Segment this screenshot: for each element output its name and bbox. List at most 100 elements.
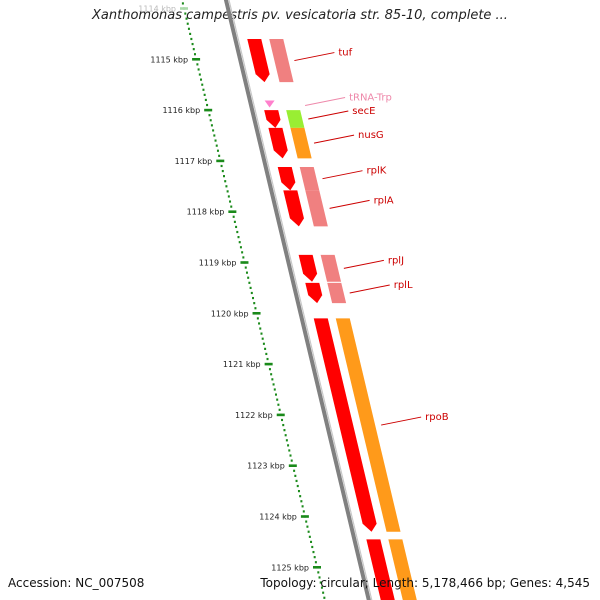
rplJ-gene-cds[interactable] (298, 254, 318, 282)
minor-tick (236, 230, 239, 234)
rplK-gene-sub[interactable] (299, 166, 320, 191)
minor-tick (314, 561, 317, 564)
minor-tick (254, 307, 257, 310)
minor-tick (296, 484, 299, 488)
leader-line (329, 199, 370, 209)
rplL-gene-cds[interactable] (305, 282, 323, 304)
leader-line (294, 52, 335, 62)
rplJ-gene-sub[interactable] (320, 254, 342, 282)
minor-tick (264, 347, 267, 350)
minor-tick (221, 169, 224, 173)
minor-tick (235, 225, 238, 229)
minor-tick (300, 500, 303, 503)
minor-tick (203, 93, 206, 96)
minor-tick (285, 439, 288, 442)
minor-tick (311, 545, 314, 549)
minor-tick (281, 418, 284, 422)
rpoB-gene-sub[interactable] (335, 318, 401, 532)
minor-tick (295, 479, 298, 483)
minor-tick (208, 114, 211, 117)
minor-tick (215, 144, 218, 147)
secE-gene-sub[interactable] (286, 110, 305, 128)
minor-tick (322, 591, 325, 594)
gene-label-rpob[interactable]: rpoB (425, 412, 449, 423)
minor-tick (276, 398, 279, 401)
trna-arrow[interactable] (264, 100, 275, 108)
gene-label-tuf[interactable]: tuf (338, 48, 352, 59)
minor-tick (256, 317, 259, 320)
gene-label-sece[interactable]: secE (352, 106, 375, 117)
backbone-layer (223, 0, 373, 600)
gene-label-rplk[interactable]: rplK (367, 166, 387, 177)
tick-label: 1115 kbp (150, 55, 188, 64)
tick-label: 1118 kbp (187, 208, 225, 217)
minor-tick (192, 48, 195, 51)
minor-tick (317, 571, 320, 574)
minor-tick (227, 195, 230, 198)
tick-label: 1114 kbp (138, 5, 176, 14)
minor-tick (214, 139, 217, 142)
minor-tick (308, 535, 311, 538)
minor-tick (253, 302, 256, 305)
map-title: Xanthomonas campestris pv. vesicatoria s… (92, 8, 508, 23)
nusG-gene-cds[interactable] (268, 127, 288, 159)
rplA-gene-cds[interactable] (283, 190, 304, 227)
major-tick (288, 464, 297, 467)
leader-line (313, 134, 355, 144)
minor-tick (213, 134, 216, 137)
gene-label-rpla[interactable]: rplA (374, 195, 394, 206)
minor-tick (202, 88, 205, 91)
minor-tick (229, 200, 232, 203)
major-tick (300, 515, 309, 518)
minor-tick (242, 256, 245, 259)
secE-gene-cds[interactable] (264, 110, 281, 128)
minor-tick (261, 337, 264, 340)
tuf-gene-cds[interactable] (247, 38, 270, 83)
minor-tick (197, 68, 200, 71)
minor-tick (238, 241, 241, 244)
rplL-gene-sub[interactable] (327, 282, 347, 304)
tick-label: 1119 kbp (199, 259, 237, 268)
unnamed-gene-sub[interactable] (388, 539, 418, 600)
tick-label: 1123 kbp (247, 462, 285, 471)
minor-tick (187, 27, 190, 30)
minor-tick (265, 352, 268, 356)
gene-label-rpll[interactable]: rplL (394, 280, 413, 291)
rpoB-gene-cds[interactable] (313, 318, 377, 532)
rplA-gene-sub[interactable] (305, 190, 328, 227)
unnamed-gene-cds[interactable] (366, 539, 395, 600)
minor-tick (209, 119, 212, 122)
tick-label: 1124 kbp (259, 513, 297, 522)
gene-label-nusg[interactable]: nusG (358, 130, 384, 141)
tuf-gene-sub[interactable] (269, 38, 294, 83)
minor-tick (248, 281, 251, 284)
minor-tick (241, 251, 244, 254)
leader-line (381, 416, 422, 426)
minor-tick (186, 22, 189, 25)
tick-label: 1116 kbp (162, 106, 200, 115)
minor-tick (232, 215, 235, 218)
gene-label-rplj[interactable]: rplJ (388, 255, 404, 266)
minor-tick (319, 581, 322, 584)
minor-tick (237, 236, 240, 239)
minor-tick (301, 505, 304, 508)
rplK-gene-cds[interactable] (277, 166, 296, 191)
feature-label-layer: tuf tRNA-Trp secE nusG rplK rplA rplJ rplL rpoB (294, 48, 449, 426)
nusG-gene-sub[interactable] (290, 127, 312, 159)
minor-tick (305, 520, 308, 523)
leader-line (343, 259, 384, 269)
minor-tick (212, 129, 215, 132)
backbone-highlight (228, 0, 373, 600)
minor-tick (271, 378, 274, 381)
tick-label: 1125 kbp (271, 563, 309, 572)
minor-tick (283, 429, 286, 432)
minor-tick (216, 149, 219, 152)
major-tick (312, 566, 321, 569)
minor-tick (287, 444, 290, 447)
gene-label-trna-trp[interactable]: tRNA-Trp (349, 93, 392, 104)
minor-tick (200, 78, 203, 81)
minor-tick (288, 449, 291, 452)
leader-line (349, 284, 390, 294)
minor-tick (181, 2, 184, 5)
